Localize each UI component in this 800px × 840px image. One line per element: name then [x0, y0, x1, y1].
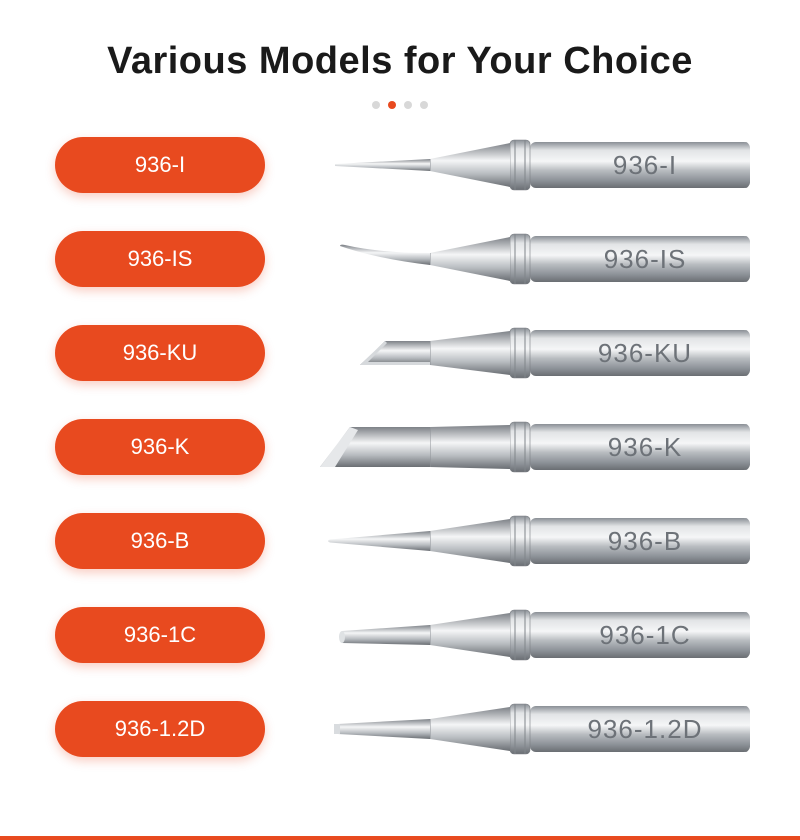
page-title: Various Models for Your Choice — [0, 40, 800, 83]
tip-illustration: 936-1.2D — [265, 701, 750, 757]
model-row: 936-KU 936-KU — [55, 325, 750, 381]
model-pill: 936-KU — [55, 325, 265, 381]
tip-illustration: 936-B — [265, 513, 750, 569]
pagination-dots — [0, 101, 800, 109]
model-list: 936-I 936-I 936-IS — [0, 137, 800, 757]
model-pill: 936-1.2D — [55, 701, 265, 757]
pagination-dot — [388, 101, 396, 109]
pagination-dot — [404, 101, 412, 109]
tip-illustration: 936-1C — [265, 607, 750, 663]
model-pill: 936-B — [55, 513, 265, 569]
svg-text:936-B: 936-B — [608, 526, 682, 556]
svg-text:936-K: 936-K — [608, 432, 682, 462]
svg-text:936-1.2D: 936-1.2D — [588, 714, 703, 744]
model-pill: 936-1C — [55, 607, 265, 663]
model-row: 936-K 936-K — [55, 419, 750, 475]
pagination-dot — [420, 101, 428, 109]
svg-text:936-KU: 936-KU — [598, 338, 692, 368]
model-row: 936-B 936-B — [55, 513, 750, 569]
model-row: 936-IS 936-IS — [55, 231, 750, 287]
model-row: 936-1.2D 936-1.2D — [55, 701, 750, 757]
model-pill: 936-I — [55, 137, 265, 193]
svg-text:936-I: 936-I — [613, 150, 677, 180]
svg-text:936-IS: 936-IS — [604, 244, 687, 274]
model-pill: 936-K — [55, 419, 265, 475]
tip-illustration: 936-IS — [265, 231, 750, 287]
tip-illustration: 936-KU — [265, 325, 750, 381]
footer-bar — [0, 836, 800, 840]
tip-illustration: 936-I — [265, 137, 750, 193]
model-row: 936-I 936-I — [55, 137, 750, 193]
svg-text:936-1C: 936-1C — [599, 620, 690, 650]
pagination-dot — [372, 101, 380, 109]
model-pill: 936-IS — [55, 231, 265, 287]
model-row: 936-1C 936-1C — [55, 607, 750, 663]
tip-illustration: 936-K — [265, 419, 750, 475]
